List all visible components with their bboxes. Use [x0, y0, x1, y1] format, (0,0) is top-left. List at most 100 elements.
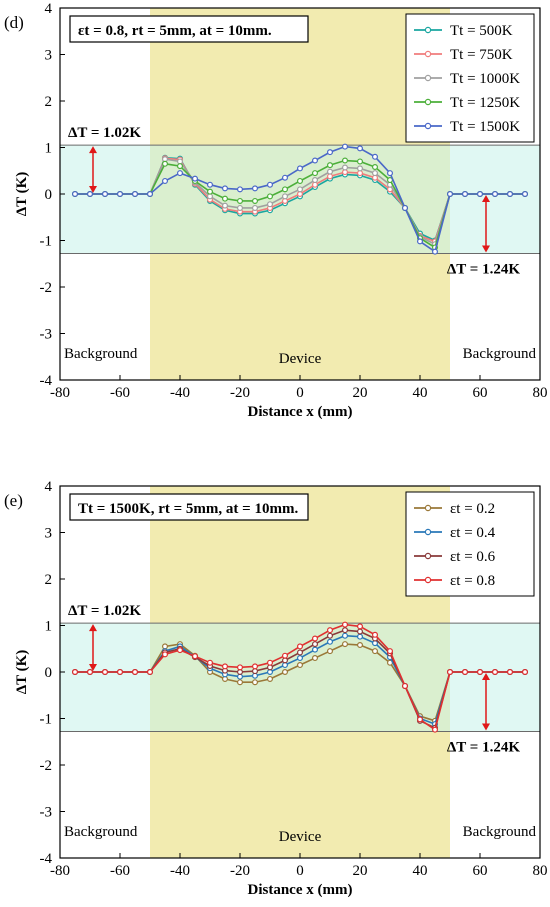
- x-tick-label: -40: [170, 385, 190, 401]
- data-point: [507, 668, 514, 675]
- data-point: [162, 651, 169, 658]
- data-point: [387, 170, 394, 177]
- data-point: [327, 627, 334, 634]
- data-point: [297, 643, 304, 650]
- legend-swatch-marker: [424, 576, 432, 584]
- legend-swatch-marker: [424, 528, 432, 536]
- data-point: [462, 668, 469, 675]
- legend-entry: Tt = 500K: [450, 23, 513, 39]
- x-tick-label: -20: [230, 863, 250, 879]
- data-point: [86, 191, 93, 198]
- x-tick-label: 60: [473, 863, 488, 879]
- legend-swatch-marker: [424, 504, 432, 512]
- y-tick-label: 0: [45, 187, 53, 203]
- region-label-background-right: Background: [463, 824, 537, 840]
- region-label-background-left: Background: [64, 824, 138, 840]
- legend-swatch-marker: [424, 74, 432, 82]
- data-point: [432, 248, 439, 255]
- x-tick-label: 20: [353, 385, 368, 401]
- y-tick-label: -1: [40, 712, 53, 728]
- data-point: [342, 621, 349, 628]
- data-point: [357, 633, 364, 640]
- data-point: [492, 668, 499, 675]
- data-point: [101, 191, 108, 198]
- data-point: [282, 174, 289, 181]
- data-point: [447, 668, 454, 675]
- tolerance-band: [60, 623, 540, 732]
- region-label-background-right: Background: [463, 346, 537, 362]
- condition-box: [69, 15, 309, 43]
- data-point: [162, 177, 169, 184]
- data-point: [342, 632, 349, 639]
- data-point: [372, 170, 379, 177]
- y-tick-label: -3: [40, 805, 53, 821]
- data-point: [312, 641, 319, 648]
- x-tick-label: -20: [230, 385, 250, 401]
- data-point: [357, 165, 364, 172]
- legend-entry: εt = 0.4: [450, 525, 496, 541]
- y-tick-label: 2: [45, 94, 53, 110]
- x-tick-label: 40: [413, 385, 428, 401]
- data-point: [267, 193, 274, 200]
- y-tick-label: 3: [45, 48, 53, 64]
- data-point: [267, 181, 274, 188]
- legend-swatch-marker: [424, 122, 432, 130]
- data-point: [447, 191, 454, 198]
- condition-box: [69, 493, 309, 521]
- data-point: [116, 668, 123, 675]
- data-point: [297, 662, 304, 669]
- data-point: [312, 655, 319, 662]
- data-point: [312, 170, 319, 177]
- series-3: [71, 621, 528, 733]
- y-tick-label: 4: [45, 479, 53, 495]
- x-tick-label: 40: [413, 863, 428, 879]
- y-tick-label: 3: [45, 526, 53, 542]
- data-point: [372, 164, 379, 171]
- data-point: [297, 186, 304, 193]
- y-axis-title: ΔT (K): [14, 172, 30, 217]
- arrow-bottom-tail: [482, 723, 490, 731]
- y-tick-label: 1: [45, 141, 53, 157]
- data-point: [417, 716, 424, 723]
- data-point: [237, 679, 244, 686]
- annotation-bottom: ΔT = 1.24K: [447, 740, 520, 756]
- data-point: [192, 175, 199, 182]
- data-point: [207, 659, 214, 666]
- arrow-top-tail: [89, 664, 97, 671]
- data-point: [357, 628, 364, 635]
- data-point: [297, 177, 304, 184]
- data-point: [312, 177, 319, 184]
- data-point: [267, 201, 274, 208]
- data-point: [342, 143, 349, 150]
- data-point: [432, 726, 439, 733]
- arrow-top-head: [89, 146, 97, 154]
- data-point: [312, 157, 319, 164]
- legend-swatch-marker: [424, 98, 432, 106]
- y-tick-label: -4: [40, 851, 53, 867]
- data-point: [342, 641, 349, 648]
- data-point: [477, 668, 484, 675]
- condition-text: Tt = 1500K, rt = 5mm, at = 10mm.: [78, 501, 298, 517]
- data-point: [387, 648, 394, 655]
- legend-entry: Tt = 1000K: [450, 71, 520, 87]
- data-point: [327, 162, 334, 169]
- y-tick-label: 1: [45, 619, 53, 635]
- data-point: [282, 668, 289, 675]
- annotation-bottom: ΔT = 1.24K: [447, 262, 520, 278]
- data-point: [357, 642, 364, 649]
- y-axis-title: ΔT (K): [14, 650, 30, 695]
- data-point: [492, 191, 499, 198]
- annotation-top: ΔT = 1.02K: [68, 603, 141, 619]
- x-tick-label: -40: [170, 863, 190, 879]
- data-point: [267, 675, 274, 682]
- data-point: [237, 664, 244, 671]
- data-point: [327, 168, 334, 175]
- data-point: [252, 197, 259, 204]
- region-label-background-left: Background: [64, 346, 138, 362]
- data-point: [357, 623, 364, 630]
- arrow-top-tail: [89, 186, 97, 193]
- region-label-device: Device: [279, 351, 322, 367]
- annotation-top: ΔT = 1.02K: [68, 125, 141, 141]
- data-point: [116, 191, 123, 198]
